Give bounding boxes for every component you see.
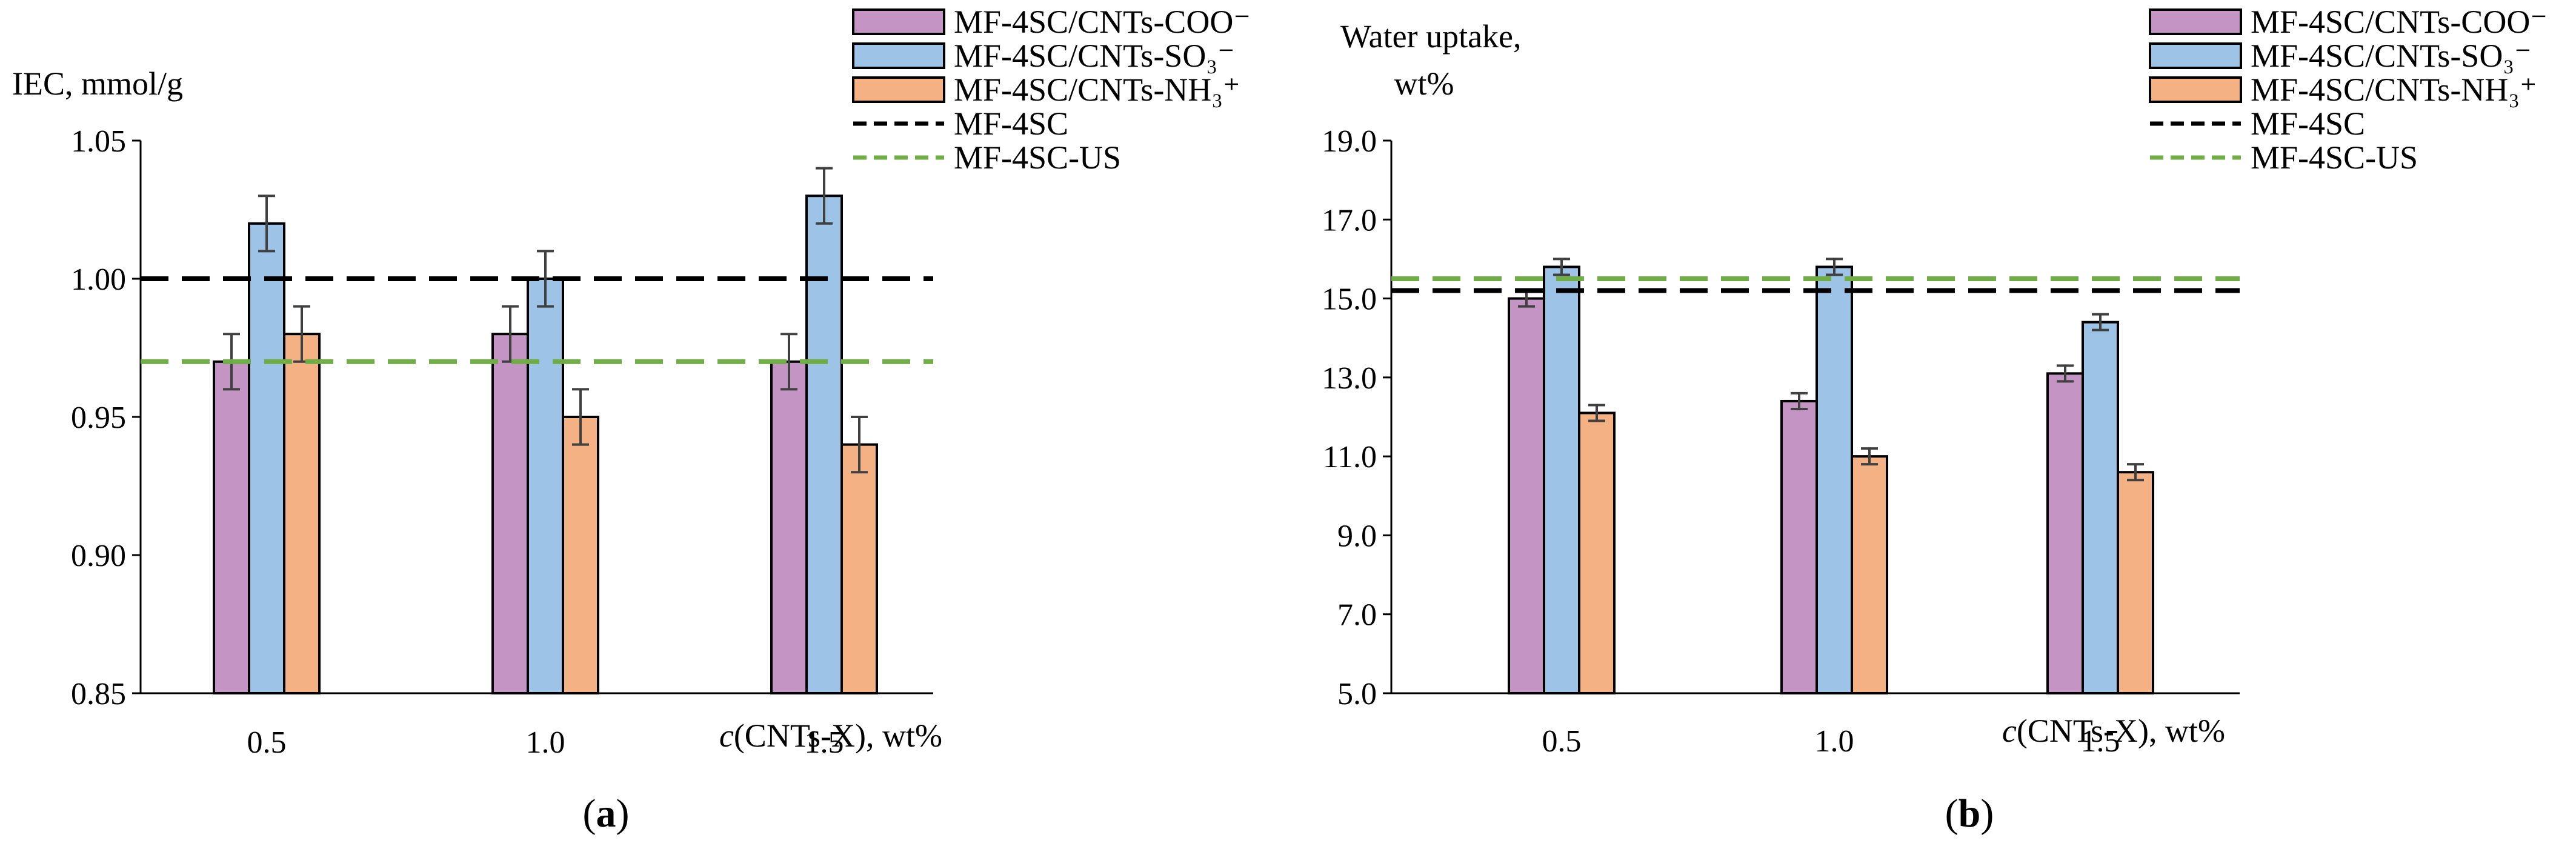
- panel-label: (b): [1945, 791, 1994, 836]
- y-tick-label: 7.0: [1337, 598, 1377, 633]
- legend-label-mf4sc: MF-4SC: [2251, 105, 2365, 142]
- legend-swatch-so3: [2149, 42, 2242, 69]
- y-tick-label: 15.0: [1322, 282, 1377, 317]
- x-axis-title: c(CNTs-X), wt%: [2002, 713, 2225, 749]
- bar-nh3: [1851, 455, 1888, 695]
- bar-coo: [1780, 399, 1818, 694]
- legend-swatch-coo: [852, 8, 945, 35]
- bar-nh3: [840, 443, 878, 694]
- panel-label-close: ): [1980, 791, 1994, 836]
- panel-label: (a): [583, 791, 630, 836]
- chart-panel-a: 0.85 0.90 0.95 1.00 1.05 0.5 1.0 1.5 IEC, mmol/g…: [12, 4, 1251, 836]
- y-tick-label: 19.0: [1322, 124, 1377, 159]
- x-category-label: 1.0: [526, 725, 565, 760]
- y-tick-label: 0.90: [71, 539, 126, 573]
- panel-label-letter: b: [1959, 791, 1981, 836]
- legend: MF-4SC/CNTs-COO⁻MF-4SC/CNTs-SO₃⁻MF-4SC/C…: [852, 4, 1251, 176]
- bar-nh3: [562, 416, 599, 694]
- bar-coo: [491, 333, 529, 694]
- legend-swatch-nh3: [2149, 76, 2242, 103]
- legend-label-mf4sc: MF-4SC: [954, 105, 1068, 142]
- bar-so3: [248, 222, 285, 694]
- legend-label-nh3: MF-4SC/CNTs-NH₃⁺: [2251, 72, 2537, 108]
- x-category-label: 1.5: [805, 725, 844, 760]
- x-axis-title-unit: (CNTs-X), wt%: [734, 717, 942, 754]
- x-category-label: 0.5: [247, 725, 287, 760]
- legend-label-so3: MF-4SC/CNTs-SO₃⁻: [954, 38, 1235, 74]
- y-tick-label: 11.0: [1323, 440, 1377, 474]
- legend-label-mf4sc_us: MF-4SC-US: [954, 139, 1121, 176]
- x-axis-title: c(CNTs-X), wt%: [719, 717, 942, 754]
- y-tick-label: 17.0: [1322, 203, 1377, 238]
- y-tick-label: 5.0: [1337, 677, 1377, 711]
- y-tick-label: 0.85: [71, 677, 126, 711]
- legend-swatch-coo: [2149, 8, 2242, 35]
- legend-swatch-so3: [852, 42, 945, 69]
- bar-nh3: [2117, 471, 2154, 694]
- panel-label-letter: a: [596, 791, 616, 836]
- legend: MF-4SC/CNTs-COO⁻MF-4SC/CNTs-SO₃⁻MF-4SC/C…: [2149, 4, 2548, 176]
- y-tick-label: 1.05: [71, 124, 126, 159]
- y-tick-label: 0.95: [71, 401, 126, 435]
- bar-nh3: [1578, 411, 1616, 694]
- legend-swatch-nh3: [852, 76, 945, 103]
- bar-coo: [770, 360, 808, 694]
- y-tick-label: 1.00: [71, 262, 126, 297]
- bar-nh3: [283, 333, 321, 694]
- x-category-label: 1.5: [2081, 724, 2120, 759]
- bar-so3: [2082, 321, 2119, 694]
- y-tick-label: 13.0: [1322, 361, 1377, 396]
- y-tick-label: 9.0: [1337, 519, 1377, 553]
- panel-label-close: ): [616, 791, 630, 836]
- legend-label-nh3: MF-4SC/CNTs-NH₃⁺: [954, 72, 1240, 108]
- y-axis-title: IEC, mmol/g: [12, 65, 183, 102]
- bar-coo: [1508, 297, 1545, 695]
- x-axis-title-unit: (CNTs-X), wt%: [2017, 713, 2225, 749]
- legend-label-mf4sc_us: MF-4SC-US: [2251, 139, 2418, 176]
- bar-so3: [1816, 265, 1853, 694]
- panel-label-open: (: [583, 791, 596, 836]
- bar-so3: [1543, 265, 1580, 694]
- legend-label-so3: MF-4SC/CNTs-SO₃⁻: [2251, 38, 2532, 74]
- x-category-label: 1.0: [1815, 724, 1854, 759]
- legend-label-coo: MF-4SC/CNTs-COO⁻: [954, 4, 1251, 40]
- y-axis-title-line2: wt%: [1394, 65, 1454, 102]
- bar-coo: [2046, 372, 2084, 694]
- y-axis-title: Water uptake,: [1340, 18, 1522, 55]
- bar-so3: [527, 278, 564, 694]
- panel-label-open: (: [1945, 791, 1959, 836]
- bar-so3: [805, 195, 843, 694]
- x-axis-title-variable: c: [719, 717, 734, 754]
- chart-panel-b: 5.0 7.0 9.0 11.0 13.0 15.0 17.0 19.0 0.5 1.0 1.5 Wa…: [1322, 4, 2548, 836]
- x-axis-title-variable: c: [2002, 713, 2017, 749]
- bar-coo: [213, 360, 250, 694]
- x-category-label: 0.5: [1542, 724, 1582, 759]
- legend-label-coo: MF-4SC/CNTs-COO⁻: [2251, 4, 2548, 40]
